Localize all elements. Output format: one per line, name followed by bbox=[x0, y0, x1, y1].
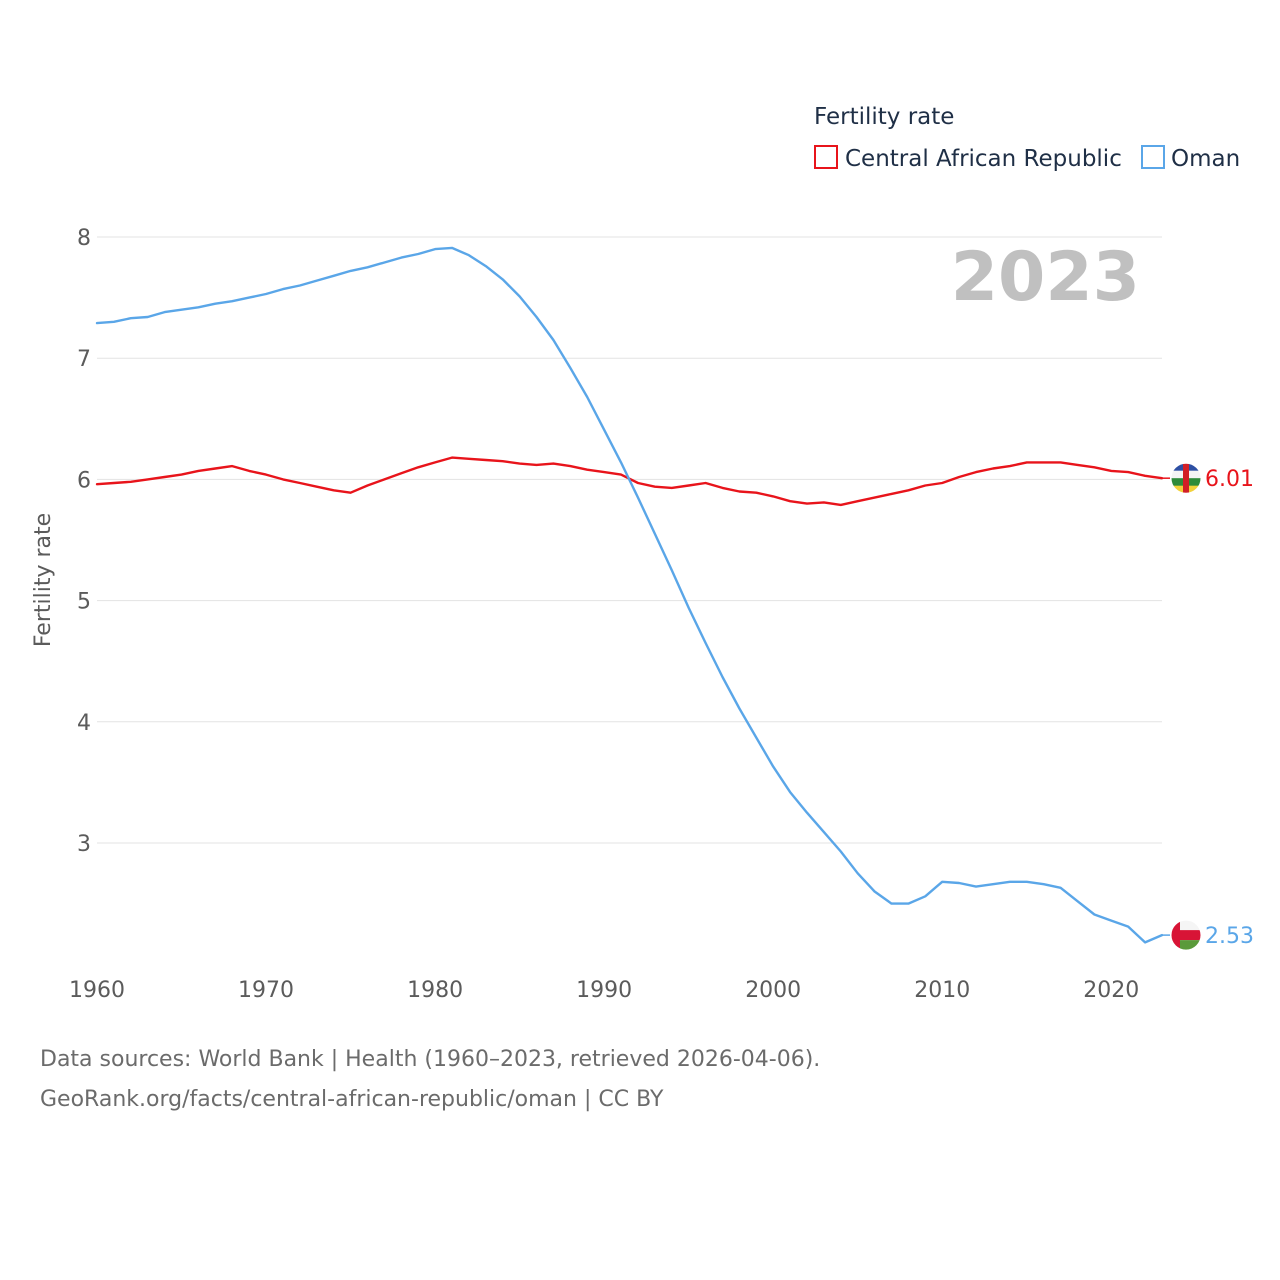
x-tick-label: 1980 bbox=[407, 978, 463, 1003]
legend-swatch-oman[interactable] bbox=[1141, 145, 1165, 169]
legend-swatch-central-african-republic[interactable] bbox=[814, 145, 838, 169]
legend: Fertility rate Central African Republic … bbox=[814, 104, 1240, 172]
legend-label-central-african-republic[interactable]: Central African Republic bbox=[845, 146, 1122, 172]
flag-outline bbox=[1170, 462, 1202, 494]
flag-stripe bbox=[1171, 940, 1201, 951]
legend-label-oman[interactable]: Oman bbox=[1171, 146, 1240, 172]
y-tick-label: 5 bbox=[77, 590, 91, 615]
flag-outline bbox=[1170, 919, 1202, 951]
year-label: 2023 bbox=[951, 238, 1140, 317]
y-tick-label: 8 bbox=[77, 226, 91, 251]
x-tick-label: 2000 bbox=[745, 978, 801, 1003]
data-sources-text: Data sources: World Bank | Health (1960–… bbox=[40, 1047, 821, 1072]
end-value-label: 2.53 bbox=[1205, 924, 1254, 949]
y-tick-label: 7 bbox=[77, 347, 91, 372]
y-tick-label: 3 bbox=[77, 832, 91, 857]
grid bbox=[97, 236, 1162, 844]
flag-band bbox=[1183, 463, 1189, 494]
y-axis-title: Fertility rate bbox=[31, 513, 56, 647]
y-tick-label: 6 bbox=[77, 468, 91, 493]
y-axis: 3 4 5 6 7 8 bbox=[77, 226, 91, 857]
flag-stripe bbox=[1171, 920, 1201, 931]
flag-stripe bbox=[1171, 930, 1201, 941]
series bbox=[95, 246, 1164, 944]
footer: Data sources: World Bank | Health (1960–… bbox=[40, 1040, 1240, 1120]
series-line bbox=[95, 246, 1164, 944]
y-tick-label: 4 bbox=[77, 711, 91, 736]
end-value-label: 6.01 bbox=[1205, 467, 1254, 492]
flag-central-african-republic-icon bbox=[1171, 463, 1201, 494]
x-tick-label: 1960 bbox=[69, 978, 125, 1003]
x-tick-label: 1970 bbox=[238, 978, 294, 1003]
x-tick-label: 1990 bbox=[576, 978, 632, 1003]
x-axis: 1960 1970 1980 1990 2000 2010 2020 bbox=[69, 978, 1139, 1003]
x-tick-label: 2020 bbox=[1083, 978, 1139, 1003]
source-url-text[interactable]: GeoRank.org/facts/central-african-republ… bbox=[40, 1087, 664, 1112]
end-markers: 6.01 2.53 bbox=[1162, 462, 1254, 951]
flag-band bbox=[1171, 920, 1180, 951]
x-tick-label: 2010 bbox=[914, 978, 970, 1003]
legend-title: Fertility rate bbox=[814, 104, 954, 130]
flag-oman-icon bbox=[1171, 920, 1201, 951]
